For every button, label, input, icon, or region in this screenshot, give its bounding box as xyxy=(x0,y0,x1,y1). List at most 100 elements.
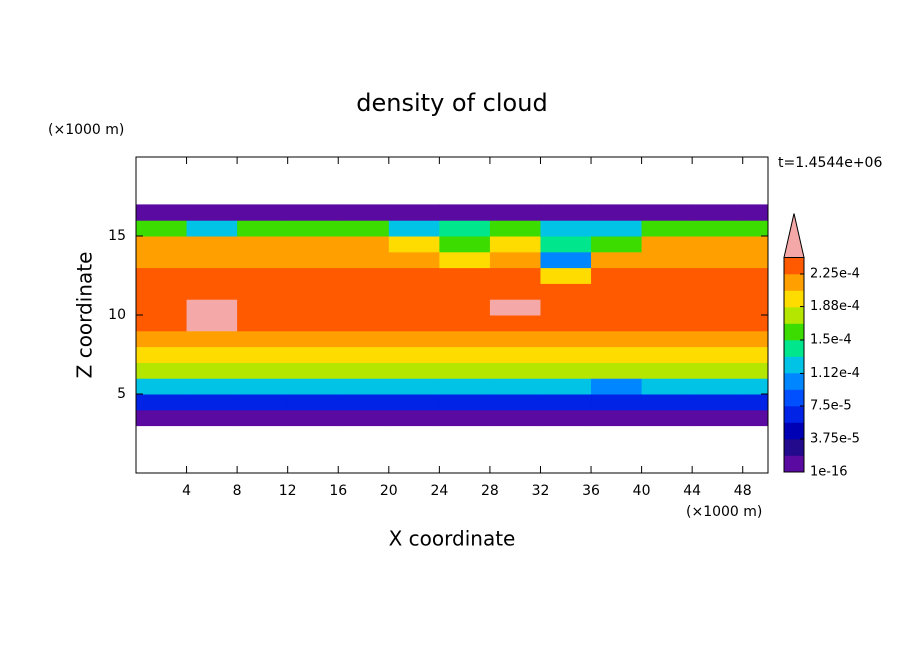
x-tick-label: 36 xyxy=(582,483,600,499)
contour-cell xyxy=(742,409,768,427)
contour-cell xyxy=(136,394,188,411)
contour-cell xyxy=(338,330,390,348)
contour-cell xyxy=(338,299,390,316)
colorbar-bin xyxy=(784,307,804,324)
contour-cell xyxy=(489,362,541,379)
contour-cell xyxy=(338,346,390,363)
x-tick-label: 40 xyxy=(633,483,651,499)
x-tick-label: 12 xyxy=(279,483,297,499)
contour-cell xyxy=(287,362,339,379)
contour-cell xyxy=(591,362,643,379)
contour-cell xyxy=(489,346,541,363)
contour-cell xyxy=(136,251,188,269)
contour-cell xyxy=(237,220,289,237)
contour-cell xyxy=(287,378,339,395)
contour-cell xyxy=(136,204,188,221)
contour-cell xyxy=(489,315,541,332)
contour-cell xyxy=(641,394,693,411)
contour-cell xyxy=(591,409,643,427)
contour-cell xyxy=(287,267,339,284)
contour-cell xyxy=(186,283,238,300)
contour-cell xyxy=(136,283,188,300)
contour-cell xyxy=(237,315,289,332)
contour-cell xyxy=(692,409,744,427)
contour-cell xyxy=(489,378,541,395)
contour-cell xyxy=(136,220,188,237)
contour-cell xyxy=(489,204,541,221)
contour-cell xyxy=(540,220,592,237)
x-axis-title: X coordinate xyxy=(389,527,516,551)
colorbar-bin xyxy=(784,257,804,275)
contour-cell xyxy=(489,236,541,253)
contour-cell xyxy=(540,204,592,221)
contour-cell xyxy=(237,299,289,316)
colorbar-bin xyxy=(784,439,804,456)
contour-cell xyxy=(641,220,693,237)
contour-cell xyxy=(540,236,592,253)
contour-cell xyxy=(439,378,491,395)
contour-cell xyxy=(439,251,491,269)
contour-cell xyxy=(692,394,744,411)
contour-cell xyxy=(591,378,643,395)
chart-title: density of cloud xyxy=(356,89,547,117)
contour-cell xyxy=(237,204,289,221)
contour-cell xyxy=(388,330,440,348)
contour-cell xyxy=(540,378,592,395)
contour-cell xyxy=(641,378,693,395)
contour-cell xyxy=(136,378,188,395)
contour-cell xyxy=(540,409,592,427)
time-label: t=1.4544e+06 xyxy=(778,155,882,171)
contour-cell xyxy=(641,204,693,221)
contour-cell xyxy=(692,220,744,237)
contour-cell xyxy=(136,315,188,332)
contour-cell xyxy=(439,330,491,348)
contour-cell xyxy=(540,251,592,269)
x-tick-label: 48 xyxy=(734,483,752,499)
contour-cell xyxy=(186,378,238,395)
x-tick-label: 8 xyxy=(233,483,242,499)
contour-cell xyxy=(388,251,440,269)
x-tick-label: 20 xyxy=(380,483,398,499)
y-tick-label: 10 xyxy=(108,307,126,323)
x-tick-label: 16 xyxy=(329,483,347,499)
colorbar-label: 1.12e-4 xyxy=(810,366,860,381)
colorbar-bin xyxy=(784,356,804,374)
contour-cell xyxy=(388,346,440,363)
colorbar-extension xyxy=(783,213,805,258)
contour-cell xyxy=(540,315,592,332)
contour-cell xyxy=(540,346,592,363)
contour-cell xyxy=(136,409,188,427)
contour-cell xyxy=(237,346,289,363)
contour-cell xyxy=(388,378,440,395)
contour-cell xyxy=(742,236,768,253)
contour-cell xyxy=(439,236,491,253)
contour-cell xyxy=(186,220,238,237)
contour-cell xyxy=(287,346,339,363)
contour-cell xyxy=(439,315,491,332)
contour-cell xyxy=(540,299,592,316)
contour-cell xyxy=(186,236,238,253)
contour-cell xyxy=(237,283,289,300)
contour-cell xyxy=(742,394,768,411)
colorbar-frame xyxy=(783,257,805,473)
contour-cell xyxy=(338,220,390,237)
contour-cell xyxy=(742,299,768,316)
contour-cell xyxy=(136,236,188,253)
colorbar-bin xyxy=(784,290,804,308)
contour-cell xyxy=(742,378,768,395)
contour-cell xyxy=(388,299,440,316)
contour-cell xyxy=(742,330,768,348)
contour-cell xyxy=(186,267,238,284)
contour-cell xyxy=(136,299,188,316)
contour-cell xyxy=(489,220,541,237)
contour-cell xyxy=(692,378,744,395)
contour-cell xyxy=(641,315,693,332)
contour-cell xyxy=(540,330,592,348)
contour-cell xyxy=(388,267,440,284)
contour-cell xyxy=(287,330,339,348)
contour-cell xyxy=(692,330,744,348)
contour-cell xyxy=(186,251,238,269)
contour-cell xyxy=(338,283,390,300)
contour-cell xyxy=(388,315,440,332)
contour-cell xyxy=(439,204,491,221)
